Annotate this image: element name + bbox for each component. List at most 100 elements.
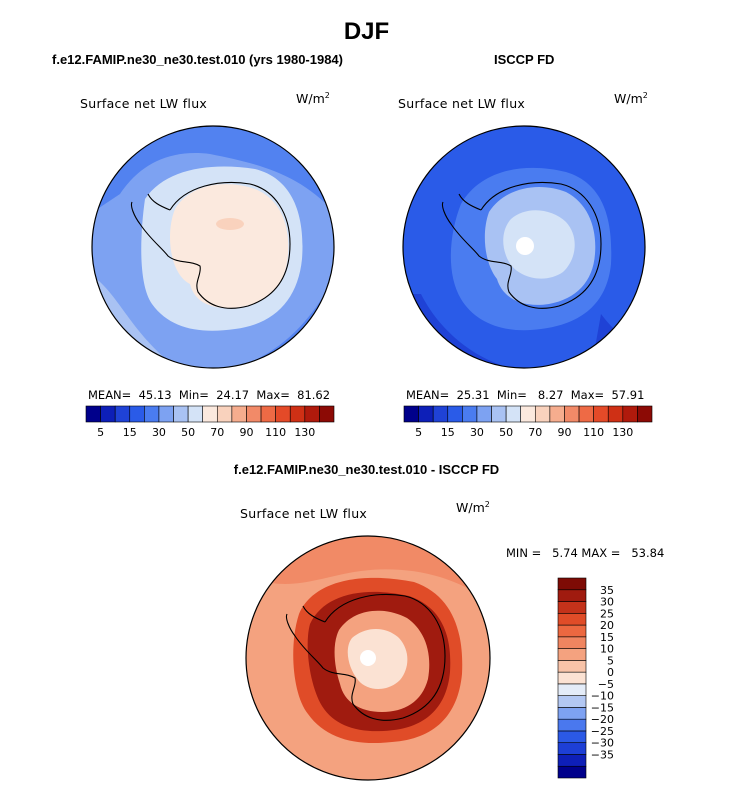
colorbar-swatch	[447, 405, 463, 423]
colorbar-tick-label: 90	[557, 426, 571, 439]
colorbar-swatch	[564, 405, 580, 423]
colorbar-swatch	[275, 405, 291, 423]
panel1-ocean-band	[92, 126, 334, 214]
colorbar-swatch	[505, 405, 522, 423]
colorbar-tick-label: 10	[600, 643, 614, 656]
panel1-warm-patch	[216, 218, 244, 230]
colorbar-tick-label: 5	[97, 426, 104, 439]
panel2-map	[402, 125, 646, 369]
colorbar-swatch	[622, 405, 638, 423]
colorbar-swatch	[607, 405, 624, 423]
colorbar-swatch	[85, 405, 101, 423]
colorbar-swatch	[491, 405, 507, 423]
colorbar-swatch	[100, 405, 116, 423]
colorbar-swatch	[637, 405, 653, 423]
colorbar-swatch	[187, 405, 204, 423]
colorbar-swatch	[557, 648, 587, 661]
colorbar-swatch	[593, 405, 609, 423]
colorbar-tick-label: 30	[470, 426, 484, 439]
colorbar-tick-label: −25	[591, 725, 614, 738]
colorbar-swatch	[557, 707, 587, 720]
panel2-units: W/m2	[614, 91, 648, 107]
colorbar-swatch	[549, 405, 565, 423]
panel2-field-name: Surface net LW flux	[398, 96, 526, 111]
panel2-stats: MEAN= 25.31 Min= 8.27 Max= 57.91	[406, 388, 645, 402]
colorbar-tick-label: 130	[294, 426, 315, 439]
colorbar-tick-label: 20	[600, 619, 614, 632]
panel1-map	[91, 125, 335, 369]
colorbar-tick-label: 15	[600, 631, 614, 644]
colorbar-tick-label: 130	[612, 426, 633, 439]
panel3-case-title: f.e12.FAMIP.ne30_ne30.test.010 - ISCCP F…	[233, 462, 500, 477]
colorbar-swatch	[520, 405, 536, 423]
panel2-map-border	[402, 125, 646, 369]
colorbar-swatch	[216, 405, 233, 423]
panel2-coastline	[441, 181, 602, 309]
figure-title: DJF	[343, 18, 390, 45]
colorbar-swatch	[557, 754, 587, 767]
panel3-stats: MIN = 5.74 MAX = 53.84	[506, 546, 665, 560]
colorbar-swatch	[557, 765, 587, 779]
colorbar-swatch	[557, 624, 587, 638]
colorbar-tick-label: −10	[591, 690, 614, 703]
colorbar-tick-label: 110	[583, 426, 604, 439]
colorbar-swatch	[476, 405, 492, 423]
panel2-colorbar: 5 15 30 50 70 90 110 130	[403, 405, 653, 439]
colorbar-swatch	[418, 405, 434, 423]
panel3-map-border	[245, 535, 491, 781]
colorbar-swatch	[557, 683, 587, 696]
colorbar-swatch	[557, 730, 587, 744]
colorbar-tick-label: −15	[591, 701, 614, 714]
panel1-stats: MEAN= 45.13 Min= 24.17 Max= 81.62	[88, 388, 331, 402]
colorbar-swatch	[158, 405, 174, 423]
colorbar-tick-label: −30	[591, 737, 614, 750]
colorbar-swatch	[557, 671, 587, 685]
colorbar-swatch	[462, 405, 478, 423]
colorbar-swatch	[432, 405, 449, 423]
colorbar-swatch	[246, 405, 262, 423]
colorbar-swatch	[319, 405, 335, 423]
colorbar-swatch	[231, 405, 247, 423]
colorbar-swatch	[403, 405, 419, 423]
colorbar-swatch	[114, 405, 131, 423]
panel2-case-title: ISCCP FD	[494, 52, 555, 67]
colorbar-tick-label: 5	[415, 426, 422, 439]
panel1-colorbar: 5 15 30 50 70 90 110 130	[85, 405, 335, 439]
panel1-ice-sheet-field	[170, 184, 289, 309]
colorbar-tick-label: 35	[600, 584, 614, 597]
panel1-units: W/m2	[296, 91, 330, 107]
colorbar-tick-label: −20	[591, 713, 614, 726]
colorbar-swatch	[557, 577, 587, 591]
colorbar-tick-label: 50	[181, 426, 195, 439]
colorbar-tick-label: 0	[607, 666, 614, 679]
colorbar-swatch	[557, 636, 587, 649]
colorbar-swatch	[304, 405, 320, 423]
colorbar-swatch	[557, 612, 587, 626]
colorbar-swatch	[260, 405, 276, 423]
colorbar-swatch	[202, 405, 218, 423]
colorbar-swatch	[534, 405, 551, 423]
colorbar-tick-label: −5	[598, 678, 614, 691]
colorbar-swatch	[144, 405, 160, 423]
colorbar-swatch	[557, 660, 587, 673]
colorbar-tick-label: 70	[528, 426, 542, 439]
colorbar-tick-label: −35	[591, 748, 614, 761]
colorbar-tick-label: 90	[239, 426, 253, 439]
panel3-map	[245, 535, 491, 781]
colorbar-tick-label: 5	[607, 654, 614, 667]
colorbar-swatch	[129, 405, 145, 423]
panel2-interior-field	[503, 210, 575, 279]
panel1-map-border	[91, 125, 335, 369]
colorbar-tick-label: 30	[600, 596, 614, 609]
panel2-missing-pole	[516, 237, 534, 255]
panel3-coastline	[285, 593, 446, 721]
colorbar-tick-label: 15	[441, 426, 455, 439]
colorbar-tick-label: 15	[123, 426, 137, 439]
colorbar-swatch	[557, 589, 587, 602]
colorbar-tick-label: 25	[600, 607, 614, 620]
colorbar-swatch	[557, 718, 587, 732]
panel1-field-name: Surface net LW flux	[80, 96, 208, 111]
panel1-coastline	[130, 181, 291, 309]
panel1-case-title: f.e12.FAMIP.ne30_ne30.test.010 (yrs 1980…	[52, 52, 343, 67]
